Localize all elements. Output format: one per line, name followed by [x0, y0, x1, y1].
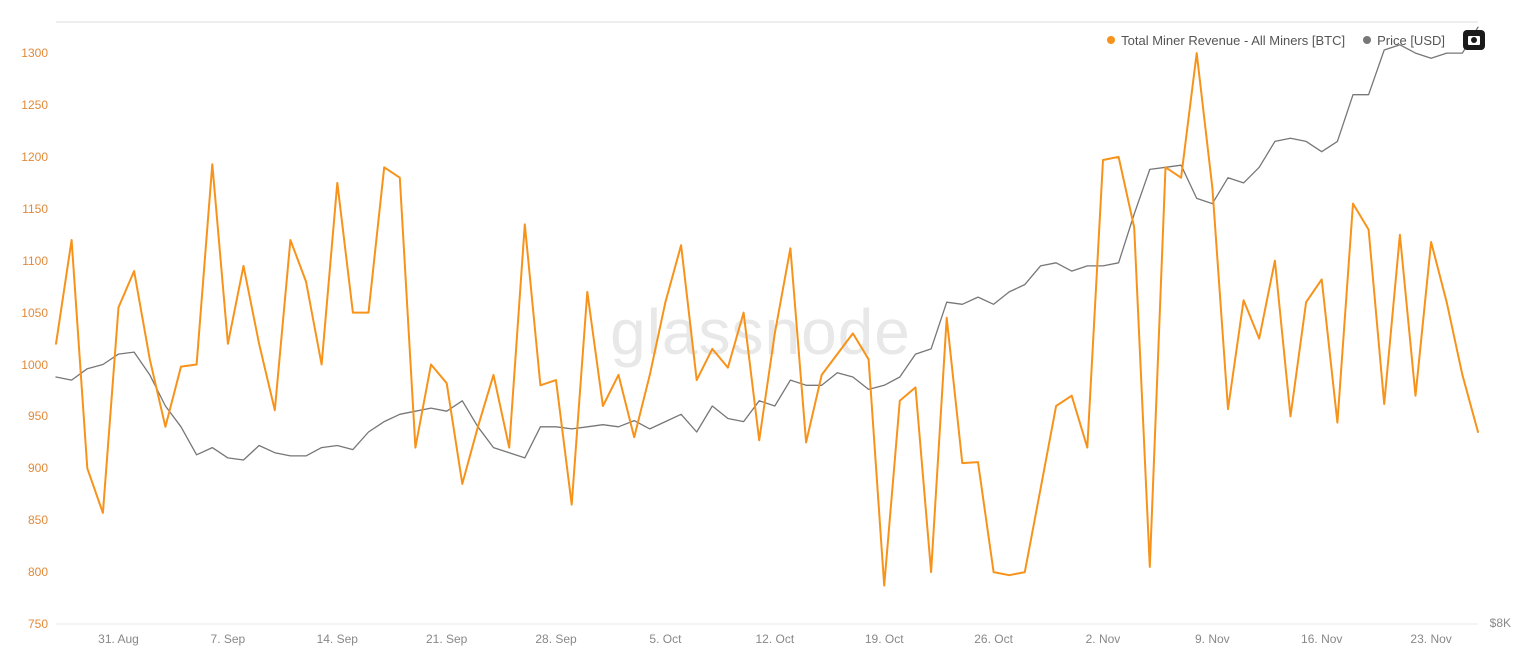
x-tick-label: 26. Oct: [974, 632, 1013, 646]
y-tick-label: 1050: [8, 306, 48, 320]
y-tick-label: 1150: [8, 202, 48, 216]
legend: Total Miner Revenue - All Miners [BTC] P…: [1107, 30, 1485, 50]
x-tick-label: 12. Oct: [755, 632, 794, 646]
legend-label-price: Price [USD]: [1377, 33, 1445, 48]
line-chart: [0, 0, 1521, 664]
y-tick-label: 800: [8, 565, 48, 579]
y-tick-label: 950: [8, 409, 48, 423]
legend-label-revenue: Total Miner Revenue - All Miners [BTC]: [1121, 33, 1345, 48]
x-tick-label: 9. Nov: [1195, 632, 1230, 646]
x-tick-label: 2. Nov: [1086, 632, 1121, 646]
y-tick-label: 1000: [8, 358, 48, 372]
y-tick-label: 850: [8, 513, 48, 527]
x-tick-label: 7. Sep: [211, 632, 246, 646]
x-tick-label: 16. Nov: [1301, 632, 1342, 646]
x-tick-label: 28. Sep: [535, 632, 576, 646]
camera-icon: [1468, 36, 1480, 45]
x-tick-label: 5. Oct: [649, 632, 681, 646]
y-tick-label: 1100: [8, 254, 48, 268]
legend-item-revenue[interactable]: Total Miner Revenue - All Miners [BTC]: [1107, 33, 1345, 48]
y-tick-label: 1200: [8, 150, 48, 164]
x-tick-label: 23. Nov: [1410, 632, 1451, 646]
y-tick-label: 750: [8, 617, 48, 631]
y-tick-label: 1300: [8, 46, 48, 60]
y-tick-label: 1250: [8, 98, 48, 112]
x-tick-label: 14. Sep: [317, 632, 358, 646]
legend-dot-price: [1363, 36, 1371, 44]
legend-dot-revenue: [1107, 36, 1115, 44]
x-tick-label: 31. Aug: [98, 632, 139, 646]
x-tick-label: 21. Sep: [426, 632, 467, 646]
legend-item-price[interactable]: Price [USD]: [1363, 33, 1445, 48]
y-tick-label: 900: [8, 461, 48, 475]
y-right-label: $8K: [1490, 616, 1511, 630]
screenshot-button[interactable]: [1463, 30, 1485, 50]
x-tick-label: 19. Oct: [865, 632, 904, 646]
